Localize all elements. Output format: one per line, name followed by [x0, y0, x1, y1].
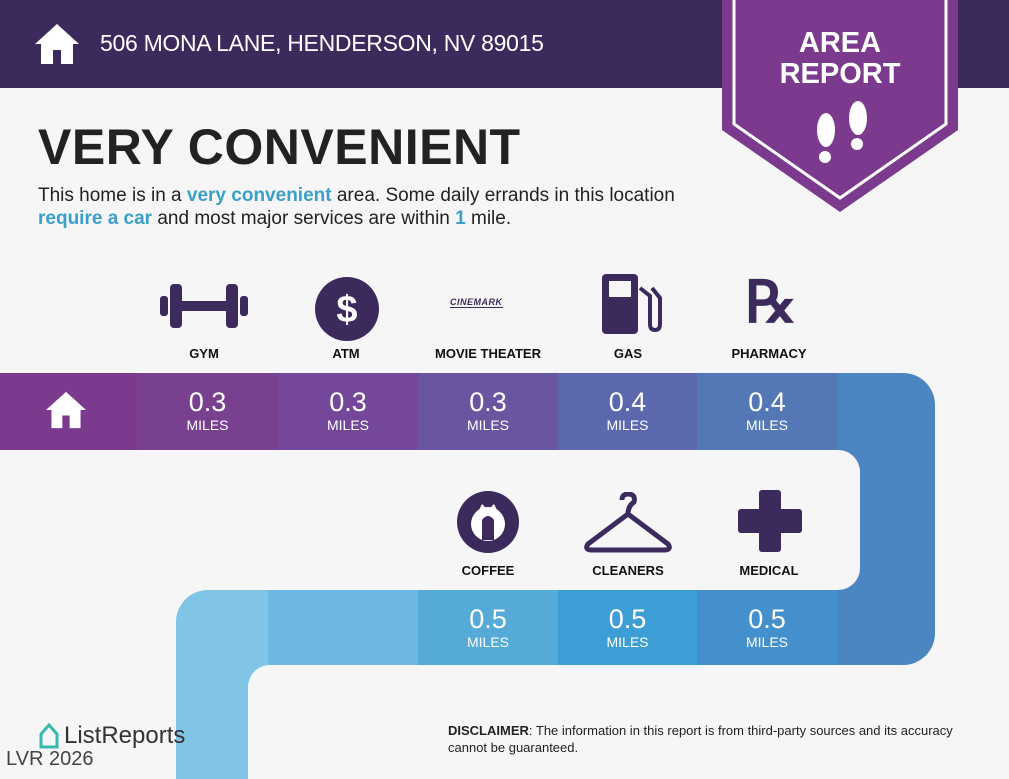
coffee-distance: 0.5 MILES [418, 590, 558, 665]
cinemark-logo: CINEMARK [450, 297, 503, 308]
atm-label: ATM [332, 346, 360, 361]
gym-label: GYM [189, 346, 219, 361]
gas-pump-icon [602, 274, 662, 334]
distance-unit: MILES [606, 417, 649, 433]
distance-value: 0.3 [469, 387, 507, 417]
distance-value: 0.4 [608, 387, 647, 417]
coffee-label: COFFEE [461, 563, 515, 578]
disclaimer-text: : The information in this report is from… [448, 723, 953, 755]
pharmacy-distance: 0.4 MILES [697, 373, 837, 450]
desc-highlight: very convenient [186, 185, 332, 206]
medical-cross-icon [738, 490, 802, 552]
desc-highlight: 1 [455, 208, 466, 229]
cleaners-distance: 0.5 MILES [558, 590, 697, 665]
route-cell [268, 590, 418, 665]
starbucks-logo [457, 491, 519, 553]
address: 506 MONA LANE, HENDERSON, NV 89015 [100, 30, 544, 56]
distance-value: 0.5 [608, 604, 647, 634]
distance-unit: MILES [466, 417, 509, 433]
description: This home is in a very convenient area. … [38, 184, 738, 230]
distance-value: 0.5 [469, 604, 507, 634]
desc-text: This home is in a [38, 185, 187, 206]
area-report-badge [722, 0, 958, 212]
atm-distance: 0.3 MILES [278, 373, 418, 450]
pharmacy-label: PHARMACY [731, 346, 807, 361]
gas-distance: 0.4 MILES [558, 373, 697, 450]
dumbbell-icon [160, 284, 248, 328]
badge-line2: REPORT [779, 58, 901, 90]
movie-theater-label: MOVIE THEATER [435, 346, 541, 361]
gas-label: GAS [613, 346, 643, 361]
movie-theater-distance: 0.3 MILES [418, 373, 558, 450]
distance-unit: MILES [466, 634, 509, 650]
disclaimer-label: DISCLAIMER [448, 723, 529, 738]
distance-value: 0.5 [748, 604, 786, 634]
badge-line1: AREA [798, 27, 882, 59]
listreports-logo-icon [39, 722, 59, 749]
dollar-icon: $ [315, 277, 379, 341]
desc-highlight: require a car [38, 208, 153, 229]
distance-unit: MILES [186, 417, 229, 433]
cleaners-label: CLEANERS [592, 563, 664, 578]
distance-value: 0.3 [329, 387, 367, 417]
medical-distance: 0.5 MILES [697, 590, 837, 665]
brand-name: ListReports [64, 722, 186, 749]
desc-text: and most major services are within [152, 208, 456, 229]
page-title: VERY CONVENIENT [38, 119, 521, 175]
distance-unit: MILES [326, 417, 369, 433]
distance-unit: MILES [606, 634, 649, 650]
badge-text: AREA REPORT [722, 28, 958, 90]
desc-text: mile. [465, 208, 512, 229]
listreports-logo: ListReports [38, 722, 185, 750]
watermark: LVR 2026 [6, 748, 94, 770]
distance-value: 0.3 [188, 387, 227, 417]
desc-text: area. Some daily errands in this locatio… [331, 185, 675, 206]
route-gap [248, 665, 1009, 779]
distance-value: 0.4 [748, 387, 786, 417]
medical-label: MEDICAL [739, 563, 799, 578]
home-icon [35, 24, 79, 64]
distance-unit: MILES [745, 634, 788, 650]
rx-icon: ℞ [745, 270, 797, 335]
disclaimer: DISCLAIMER: The information in this repo… [448, 722, 988, 756]
gym-distance: 0.3 MILES [137, 373, 278, 450]
route-gap [0, 450, 860, 590]
footprints-icon [817, 101, 867, 163]
distance-unit: MILES [745, 417, 788, 433]
home-icon [46, 391, 86, 429]
hanger-icon [584, 492, 672, 553]
svg-text:$: $ [336, 289, 357, 331]
